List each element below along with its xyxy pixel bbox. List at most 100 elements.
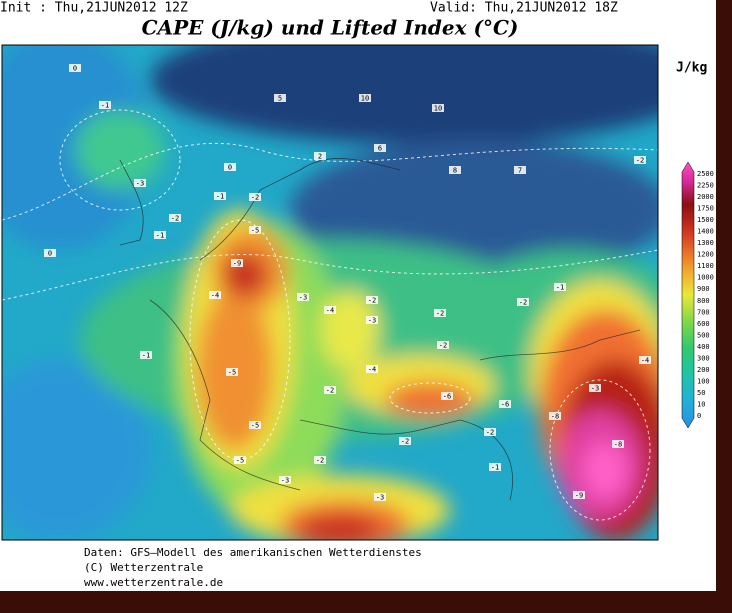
label-box bbox=[517, 298, 529, 306]
label-box bbox=[573, 491, 585, 499]
label-box bbox=[359, 94, 371, 102]
lifted-index-label: -3 bbox=[281, 477, 289, 485]
lifted-index-label: -4 bbox=[326, 307, 334, 315]
footer-source: Daten: GFS–Modell des amerikanischen Wet… bbox=[84, 546, 422, 559]
lifted-index-label: -1 bbox=[491, 464, 499, 472]
lifted-index-label: -8 bbox=[614, 441, 622, 449]
label-layer: 0 -1 -3 -2 -1 -1 -2 -5 -9 -3 -4 -2 -3 -2 -2 -2 -1 -5 -5 -5 -… bbox=[44, 64, 651, 502]
lifted-index-label: -1 bbox=[142, 352, 150, 360]
lifted-index-label: -5 bbox=[251, 422, 259, 430]
colorbar-label: 2500 bbox=[697, 170, 714, 178]
label-box bbox=[169, 214, 181, 222]
lifted-index-label: -4 bbox=[211, 292, 219, 300]
colorbar-label: 500 bbox=[697, 331, 710, 339]
label-box bbox=[366, 316, 378, 324]
lifted-index-label: -3 bbox=[368, 317, 376, 325]
label-box bbox=[234, 456, 246, 464]
label-box bbox=[226, 368, 238, 376]
lifted-index-label: -8 bbox=[551, 413, 559, 421]
lifted-index-label: -1 bbox=[216, 193, 224, 201]
coastlines bbox=[119, 158, 641, 501]
lifted-index-label: 0 bbox=[228, 164, 232, 172]
map: 0 -1 -3 -2 -1 -1 -2 -5 -9 -3 -4 -2 -3 -2 -2 -2 -1 -5 -5 -5 -… bbox=[2, 45, 658, 540]
lifted-index-label: -5 bbox=[251, 227, 259, 235]
label-box bbox=[432, 104, 444, 112]
lifted-index-label: -2 bbox=[368, 297, 376, 305]
lifted-index-label: -2 bbox=[486, 429, 494, 437]
lifted-index-label: -3 bbox=[376, 494, 384, 502]
label-box bbox=[224, 163, 236, 171]
lifted-index-label: -1 bbox=[556, 284, 564, 292]
lifted-index-label: -3 bbox=[299, 294, 307, 302]
colorbar-label: 900 bbox=[697, 285, 710, 293]
colorbar bbox=[681, 161, 695, 429]
colorbar-label: 800 bbox=[697, 297, 710, 305]
colorbar-label: 1400 bbox=[697, 228, 714, 236]
lifted-index-label: 0 bbox=[73, 65, 77, 73]
lifted-index-label: -4 bbox=[368, 366, 376, 374]
label-box bbox=[374, 144, 386, 152]
label-box bbox=[279, 476, 291, 484]
lifted-index-label: -2 bbox=[519, 299, 527, 307]
lifted-index-label: 7 bbox=[518, 167, 522, 175]
lifted-index-label: 8 bbox=[453, 167, 457, 175]
colorbar-label: 400 bbox=[697, 343, 710, 351]
colorbar-label: 10 bbox=[697, 400, 705, 408]
lifted-index-label: 10 bbox=[434, 105, 442, 113]
colorbar-label: 600 bbox=[697, 320, 710, 328]
label-box bbox=[209, 291, 221, 299]
label-box bbox=[134, 179, 146, 187]
lifted-index-label: -2 bbox=[439, 342, 447, 350]
label-box bbox=[489, 463, 501, 471]
label-box bbox=[44, 249, 56, 257]
colorbar-label: 1000 bbox=[697, 274, 714, 282]
lifted-index-label: -2 bbox=[326, 387, 334, 395]
legend-unit: J/kg bbox=[676, 61, 707, 76]
lifted-index-label: -2 bbox=[401, 438, 409, 446]
colorbar-label: 2250 bbox=[697, 182, 714, 190]
lifted-index-label: -2 bbox=[171, 215, 179, 223]
label-box bbox=[154, 231, 166, 239]
colorbar-label: 1500 bbox=[697, 216, 714, 224]
label-box bbox=[639, 356, 651, 364]
lifted-index-label: -6 bbox=[501, 401, 509, 409]
lifted-index-label: -9 bbox=[233, 260, 241, 268]
label-box bbox=[214, 192, 226, 200]
lifted-index-label: -2 bbox=[636, 157, 644, 165]
lifted-index-label: -1 bbox=[101, 102, 109, 110]
label-box bbox=[274, 94, 286, 102]
colorbar-label: 100 bbox=[697, 377, 710, 385]
label-box bbox=[69, 64, 81, 72]
valid-time: Valid: Thu,21JUN2012 18Z bbox=[430, 1, 618, 16]
lifted-index-label: 10 bbox=[361, 95, 369, 103]
lifted-index-label: -5 bbox=[228, 369, 236, 377]
lifted-index-label: -9 bbox=[575, 492, 583, 500]
label-box bbox=[399, 437, 411, 445]
map-frame bbox=[1, 44, 659, 541]
lifted-index-label: -1 bbox=[156, 232, 164, 240]
colorbar-label: 300 bbox=[697, 354, 710, 362]
lifted-index-label: -5 bbox=[236, 457, 244, 465]
lifted-index-label: 5 bbox=[278, 95, 282, 103]
colorbar-labels: 2500225020001750150014001300120011001000… bbox=[697, 170, 714, 420]
colorbar-label: 1100 bbox=[697, 262, 714, 270]
lifted-index-label: -3 bbox=[136, 180, 144, 188]
colorbar-label: 1300 bbox=[697, 239, 714, 247]
label-box bbox=[366, 365, 378, 373]
label-box bbox=[249, 421, 261, 429]
colorbar-label: 2000 bbox=[697, 193, 714, 201]
footer-copyright: (C) Wetterzentrale bbox=[84, 561, 203, 574]
label-box bbox=[314, 152, 326, 160]
label-box bbox=[366, 296, 378, 304]
label-box bbox=[324, 386, 336, 394]
label-box bbox=[499, 400, 511, 408]
label-box bbox=[231, 259, 243, 267]
lifted-index-label: -6 bbox=[443, 393, 451, 401]
lifted-index-label: 0 bbox=[48, 250, 52, 258]
colorbar-label: 1200 bbox=[697, 251, 714, 259]
label-box bbox=[374, 493, 386, 501]
label-box bbox=[484, 428, 496, 436]
lifted-index-label: -3 bbox=[591, 385, 599, 393]
